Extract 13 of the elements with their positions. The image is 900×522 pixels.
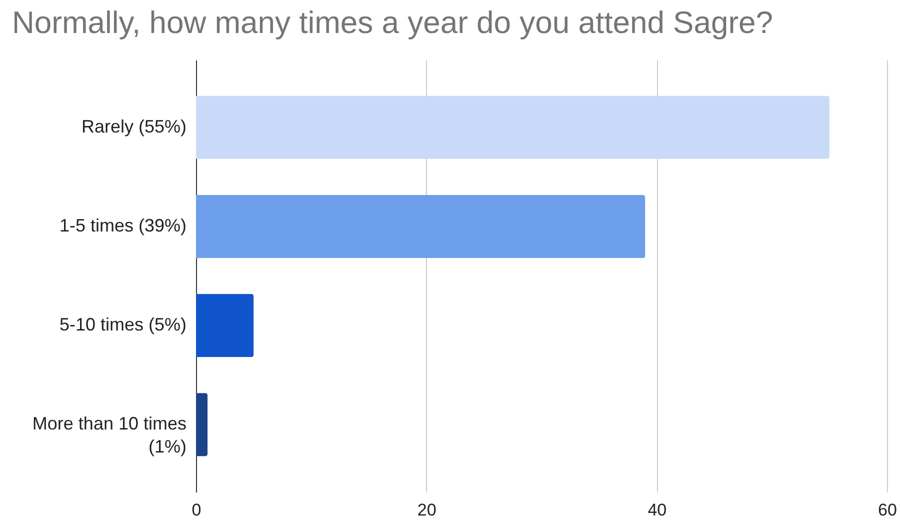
x-tick-label: 20	[417, 500, 436, 520]
y-tick-label: Rarely (55%)	[81, 116, 186, 136]
y-tick-label: 5-10 times (5%)	[59, 314, 186, 335]
x-tick-label: 60	[878, 500, 897, 520]
chart-title: Normally, how many times a year do you attend Sagre?	[12, 5, 774, 40]
bar	[196, 294, 254, 358]
y-tick-label: More than 10 times (1%)	[32, 414, 186, 457]
y-tick-label: 1-5 times (39%)	[59, 215, 186, 236]
bar	[196, 194, 646, 258]
x-tick-label: 40	[648, 500, 667, 520]
bar	[196, 393, 208, 456]
bar	[196, 96, 830, 159]
x-tick-label: 0	[192, 500, 202, 520]
